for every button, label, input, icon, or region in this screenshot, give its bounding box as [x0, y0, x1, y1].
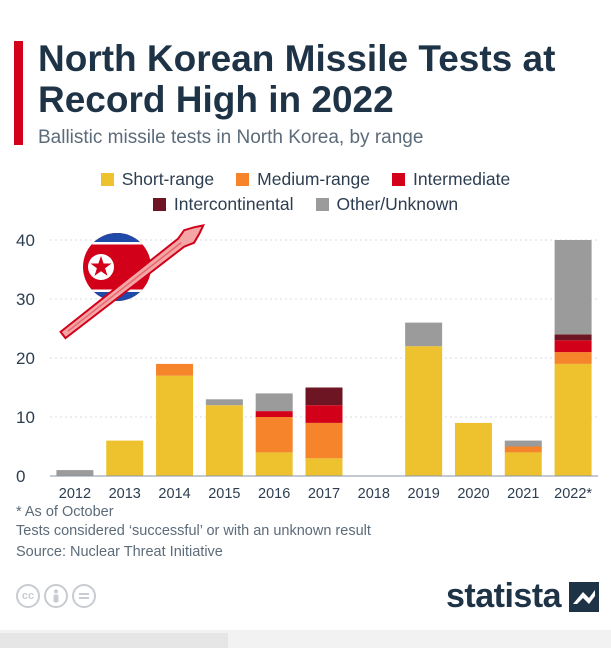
- bar-segment: [504, 446, 542, 453]
- statista-logo-icon: [569, 581, 600, 612]
- legend-swatch-other-unknown: [315, 198, 329, 211]
- bar-segment: [106, 440, 144, 476]
- legend-label-short-range: Short-range: [121, 169, 215, 189]
- footnote-note: Tests considered ‘successful’ or with an…: [16, 523, 371, 539]
- y-tick-label: 30: [16, 290, 35, 309]
- bar-segment: [255, 452, 293, 476]
- bar-segment: [305, 387, 343, 406]
- infographic-card: North Korean Missile Tests at Record Hig…: [0, 38, 611, 616]
- legend-row-1: Short-range Medium-range Intermediate: [0, 167, 611, 192]
- footnote-asterisk: * As of October: [16, 504, 114, 520]
- legend-item-short-range: Short-range: [100, 169, 215, 190]
- chart-subtitle: Ballistic missile tests in North Korea, …: [38, 127, 424, 148]
- bar-segment: [305, 458, 343, 476]
- bar-segment: [454, 422, 492, 476]
- statista-brand[interactable]: statista: [446, 577, 600, 616]
- y-axis: 0 10 20 30 40: [16, 231, 35, 486]
- title-accent-bar: [14, 41, 23, 145]
- y-tick-label: 10: [16, 408, 35, 427]
- bar-segment: [156, 375, 194, 476]
- bar-segment: [205, 405, 243, 476]
- x-tick-label: 2014: [158, 486, 190, 500]
- chart-title: North Korean Missile Tests at Record Hig…: [38, 38, 556, 120]
- x-tick-label: 2012: [59, 486, 91, 500]
- bar-segment: [56, 470, 94, 476]
- bar-segment: [554, 340, 592, 353]
- bar-segment: [405, 346, 443, 476]
- bar-segment: [255, 411, 293, 417]
- legend-item-intermediate: Intermediate: [391, 169, 511, 190]
- no-derivatives-icon[interactable]: [72, 584, 96, 608]
- legend-label-medium-range: Medium-range: [257, 169, 370, 189]
- legend-label-intermediate: Intermediate: [412, 169, 511, 189]
- legend-row-2: Intercontinental Other/Unknown: [0, 192, 611, 217]
- y-tick-label: 20: [16, 349, 35, 368]
- bar-segment: [554, 363, 592, 476]
- license-icons: cc: [16, 584, 96, 608]
- x-tick-label: 2022*: [554, 486, 592, 500]
- bar-segment: [156, 363, 194, 376]
- bottom-tab: [0, 633, 228, 648]
- x-tick-label: 2020: [457, 486, 489, 500]
- x-tick-label: 2015: [208, 486, 240, 500]
- legend-item-intercontinental: Intercontinental: [152, 194, 294, 215]
- bar-segment: [504, 452, 542, 476]
- brand-name: statista: [446, 577, 562, 615]
- bar-segment: [305, 405, 343, 423]
- y-tick-label: 40: [16, 231, 35, 250]
- legend-swatch-medium-range: [236, 173, 250, 186]
- bar-segment: [504, 440, 542, 447]
- x-tick-label: 2019: [408, 486, 440, 500]
- legend-label-other-unknown: Other/Unknown: [336, 194, 459, 214]
- bar-segment: [554, 352, 592, 364]
- x-tick-label: 2018: [358, 486, 390, 500]
- footnote-source: Source: Nuclear Threat Initiative: [16, 544, 223, 560]
- legend-item-medium-range: Medium-range: [236, 169, 370, 190]
- chart-legend: Short-range Medium-range Intermediate In…: [0, 167, 611, 217]
- legend-swatch-short-range: [100, 173, 114, 186]
- bar-segment: [255, 417, 293, 453]
- north-korea-flag-missile-icon: [59, 224, 206, 340]
- y-tick-label: 0: [16, 467, 25, 486]
- x-tick-label: 2013: [109, 486, 141, 500]
- x-axis: 2012 2013 2014 2015 2016 2017 2018 2019 2020 2021…: [50, 475, 598, 500]
- chart-bars: [56, 240, 592, 476]
- bar-segment: [205, 399, 243, 406]
- legend-swatch-intermediate: [391, 173, 405, 186]
- x-tick-label: 2016: [258, 486, 290, 500]
- bottom-strip: [0, 630, 611, 648]
- bar-segment: [255, 393, 293, 412]
- bar-segment: [554, 240, 592, 335]
- cc-icon[interactable]: cc: [16, 584, 40, 608]
- attribution-icon[interactable]: [44, 584, 68, 608]
- bar-segment: [405, 322, 443, 347]
- legend-item-other-unknown: Other/Unknown: [315, 194, 459, 215]
- legend-label-intercontinental: Intercontinental: [173, 194, 294, 214]
- x-tick-label: 2017: [308, 486, 340, 500]
- legend-swatch-intercontinental: [152, 198, 166, 211]
- x-tick-label: 2021: [507, 486, 539, 500]
- bar-segment: [305, 422, 343, 459]
- bar-segment: [554, 334, 592, 341]
